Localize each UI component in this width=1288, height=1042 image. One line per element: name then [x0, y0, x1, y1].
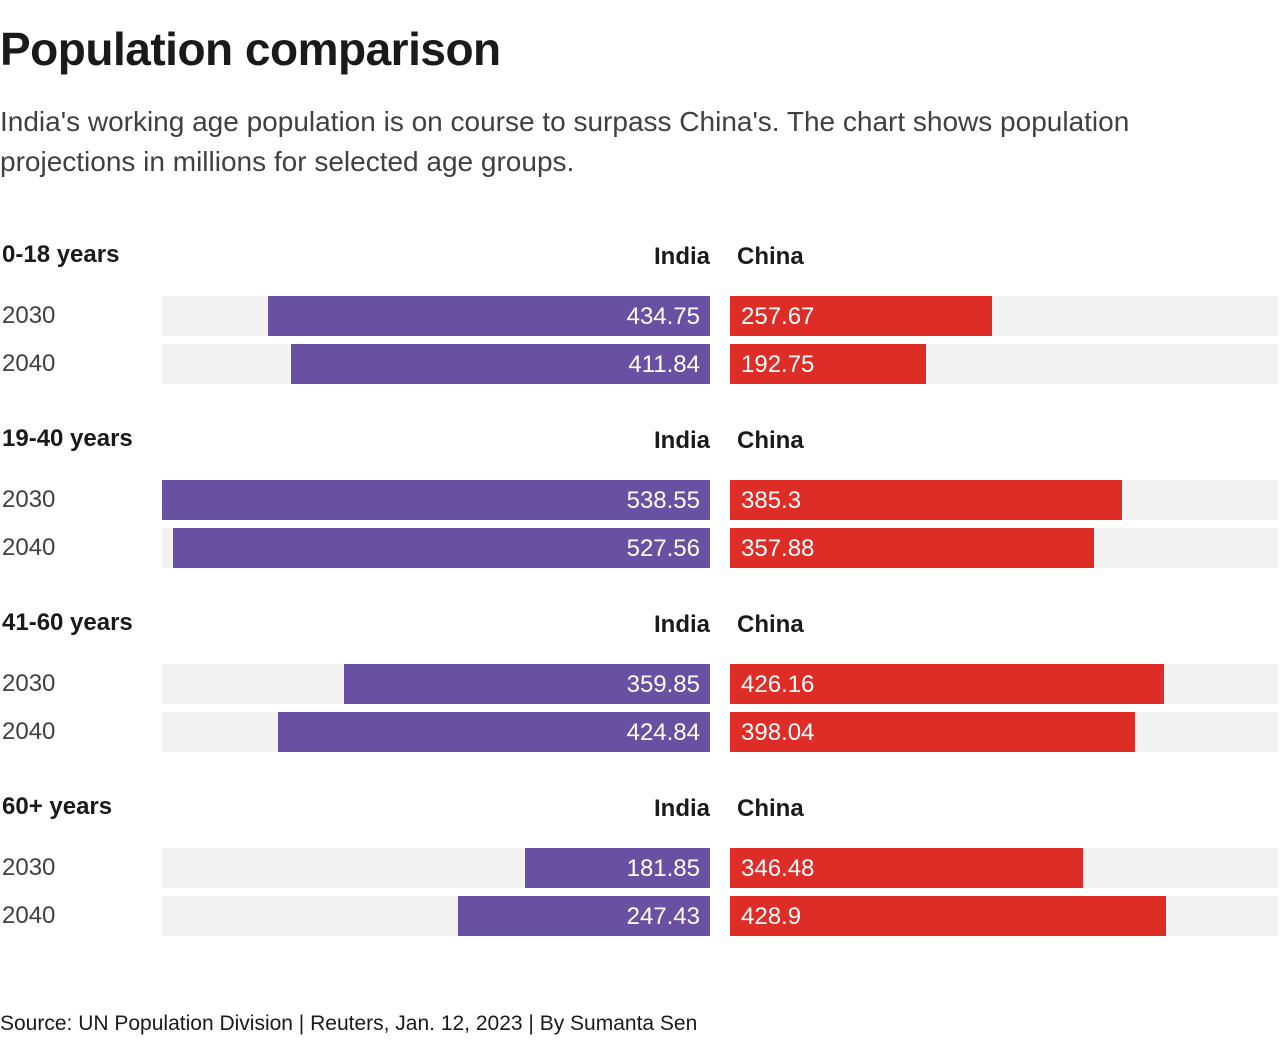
india-bar [173, 528, 710, 568]
china-value-label: 346.48 [741, 855, 815, 882]
page-title: Population comparison [0, 23, 501, 75]
bar-row: 2030 359.85 426.16 [0, 664, 1288, 704]
diverging-bar-chart: 0-18 years India China 2030 434.75 257.67 2040… [0, 240, 1288, 960]
india-value-label: 411.84 [628, 351, 700, 378]
india-bar [291, 344, 710, 384]
year-label: 2040 [2, 350, 56, 377]
bar-row: 2030 538.55 385.3 [0, 480, 1288, 520]
china-bar [730, 480, 1122, 520]
year-label: 2040 [2, 902, 56, 929]
india-header: India [653, 611, 710, 638]
age-group: 0-18 years India China 2030 434.75 257.67 2040… [0, 240, 1288, 424]
india-header: India [653, 427, 710, 454]
page-subtitle: India's working age population is on cou… [0, 106, 1130, 177]
china-bar [730, 712, 1135, 752]
year-label: 2040 [2, 718, 56, 745]
china-value-label: 192.75 [741, 351, 815, 378]
india-bar [162, 480, 710, 520]
bar-row: 2030 181.85 346.48 [0, 848, 1288, 888]
china-header: China [737, 795, 804, 822]
year-label: 2030 [2, 486, 56, 513]
india-value-label: 247.43 [626, 903, 700, 930]
china-bar [730, 664, 1164, 704]
china-header: China [737, 611, 804, 638]
bar-row: 2040 527.56 357.88 [0, 528, 1288, 568]
age-group: 19-40 years India China 2030 538.55 385.3 2040… [0, 424, 1288, 608]
year-label: 2040 [2, 534, 56, 561]
bar-row: 2040 247.43 428.9 [0, 896, 1288, 936]
india-bar [458, 896, 710, 936]
india-header: India [653, 243, 710, 270]
china-bar [730, 896, 1166, 936]
china-value-label: 428.9 [741, 903, 802, 930]
china-value-label: 357.88 [741, 535, 815, 562]
china-bar [730, 848, 1083, 888]
china-value-label: 385.3 [741, 487, 802, 514]
age-group-title: 41-60 years [2, 609, 133, 636]
source-note: Source: UN Population Division | Reuters… [0, 1012, 698, 1035]
china-header: China [737, 243, 804, 270]
india-value-label: 181.85 [626, 855, 700, 882]
china-value-label: 398.04 [741, 719, 815, 746]
china-header: China [737, 427, 804, 454]
age-group-title: 60+ years [2, 793, 113, 820]
india-value-label: 527.56 [626, 535, 700, 562]
india-bar [268, 296, 710, 336]
age-group: 41-60 years India China 2030 359.85 426.16 204… [0, 608, 1288, 792]
year-label: 2030 [2, 670, 56, 697]
india-value-label: 434.75 [626, 303, 700, 330]
india-bar [278, 712, 710, 752]
india-bar [344, 664, 710, 704]
year-label: 2030 [2, 854, 56, 881]
india-value-label: 424.84 [626, 719, 700, 746]
india-value-label: 538.55 [626, 487, 700, 514]
age-group-title: 19-40 years [2, 425, 133, 452]
year-label: 2030 [2, 302, 56, 329]
bar-row: 2040 411.84 192.75 [0, 344, 1288, 384]
bar-row: 2030 434.75 257.67 [0, 296, 1288, 336]
china-bar [730, 344, 926, 384]
bar-row: 2040 424.84 398.04 [0, 712, 1288, 752]
china-bar [730, 296, 992, 336]
china-value-label: 257.67 [741, 303, 815, 330]
india-header: India [653, 795, 710, 822]
age-group: 60+ years India China 2030 181.85 346.48 2040 2… [0, 792, 1288, 976]
india-bar [525, 848, 710, 888]
china-bar [730, 528, 1094, 568]
india-value-label: 359.85 [626, 671, 700, 698]
age-group-title: 0-18 years [2, 241, 120, 268]
china-value-label: 426.16 [741, 671, 815, 698]
